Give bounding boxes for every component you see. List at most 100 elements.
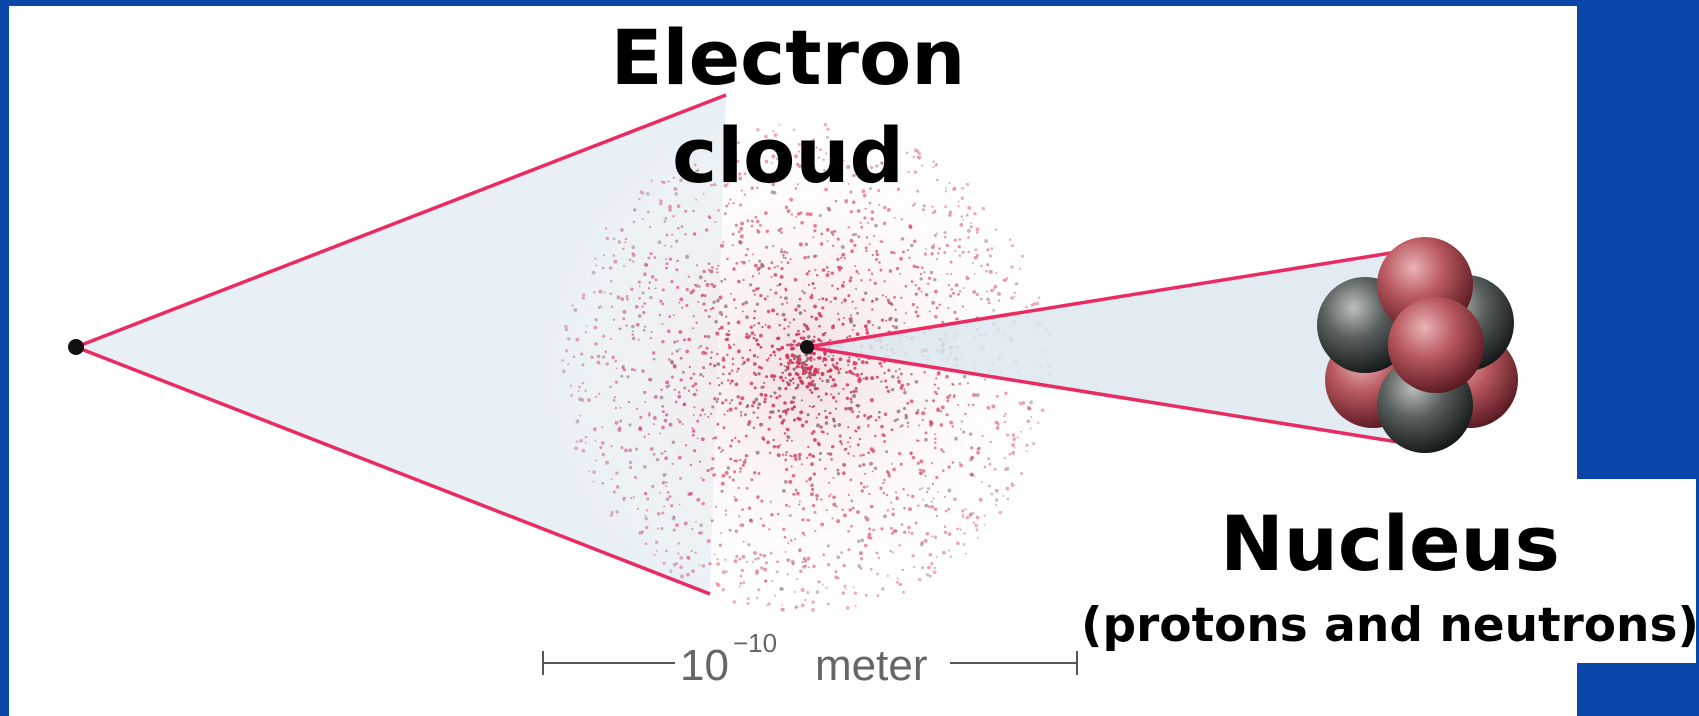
cloud-dot — [1003, 278, 1008, 282]
cloud-dot — [988, 462, 992, 466]
cloud-dot — [659, 299, 663, 303]
cloud-dot — [675, 239, 679, 243]
cloud-dot — [681, 306, 684, 309]
cloud-dot — [764, 393, 768, 398]
cloud-dot — [742, 278, 745, 282]
cloud-dot — [1018, 267, 1022, 270]
cloud-dot — [1027, 405, 1030, 409]
cloud-dot — [619, 406, 622, 409]
cloud-dot — [981, 206, 986, 211]
cloud-dot — [786, 382, 791, 387]
cloud-dot — [722, 241, 725, 244]
cloud-dot — [977, 446, 981, 450]
cloud-dot — [741, 508, 744, 511]
cloud-dot — [734, 529, 739, 533]
cloud-dot — [880, 527, 884, 531]
cloud-dot — [804, 324, 809, 329]
cloud-dot — [847, 441, 850, 444]
cloud-dot — [873, 281, 877, 285]
cloud-dot — [843, 257, 846, 260]
cloud-dot — [852, 173, 856, 178]
cloud-dot — [975, 515, 980, 520]
cloud-dot — [684, 444, 688, 447]
cloud-dot — [805, 384, 810, 389]
cloud-dot — [851, 410, 854, 413]
cloud-dot — [701, 478, 705, 482]
nucleus — [1317, 237, 1518, 453]
cloud-dot — [792, 395, 796, 400]
cloud-dot — [807, 270, 811, 273]
cloud-dot — [782, 253, 785, 257]
cloud-dot — [754, 334, 756, 337]
cloud-dot — [891, 375, 895, 379]
cloud-dot — [860, 157, 864, 162]
cloud-dot — [880, 424, 884, 429]
cloud-dot — [995, 503, 998, 506]
cloud-dot — [764, 134, 768, 139]
cloud-dot — [685, 572, 690, 577]
cloud-dot — [867, 268, 871, 272]
cloud-dot — [759, 294, 763, 298]
cloud-dot — [725, 570, 728, 573]
cloud-dot — [624, 448, 628, 453]
cloud-dot — [709, 308, 713, 311]
cloud-dot — [1005, 466, 1010, 471]
cloud-dot — [931, 462, 934, 465]
cloud-dot — [848, 436, 852, 440]
cloud-dot — [787, 162, 790, 166]
cloud-dot — [1030, 416, 1033, 418]
cloud-dot — [785, 467, 789, 472]
cloud-dot — [779, 296, 782, 299]
cloud-dot — [690, 549, 693, 553]
cloud-dot — [845, 383, 850, 387]
cloud-dot — [921, 487, 923, 490]
cloud-dot — [1025, 450, 1028, 453]
cloud-dot — [694, 169, 698, 172]
cloud-dot — [816, 423, 820, 428]
cloud-dot — [856, 443, 860, 447]
cloud-dot — [719, 325, 724, 330]
cloud-dot — [818, 324, 821, 328]
cloud-dot — [656, 511, 661, 516]
cloud-dot — [795, 360, 799, 364]
cloud-dot — [733, 470, 737, 474]
cloud-dot — [809, 369, 812, 372]
cloud-dot — [1020, 472, 1023, 476]
cloud-dot — [757, 365, 761, 369]
cloud-dot — [926, 282, 930, 285]
cloud-dot — [757, 557, 760, 560]
cloud-dot — [995, 426, 1000, 430]
cloud-dot — [974, 248, 978, 252]
cloud-dot — [903, 406, 907, 411]
cloud-dot — [914, 202, 916, 205]
cloud-dot — [924, 431, 928, 435]
cloud-dot — [839, 367, 842, 370]
cloud-dot — [1013, 291, 1017, 294]
cloud-dot — [909, 243, 914, 248]
cloud-dot — [955, 317, 959, 321]
cloud-dot — [799, 410, 804, 415]
cloud-dot — [975, 253, 979, 258]
cloud-dot — [944, 205, 947, 209]
cloud-dot — [636, 507, 640, 510]
cloud-dot — [906, 401, 910, 405]
cloud-dot — [773, 273, 778, 277]
cloud-dot — [945, 413, 949, 417]
cloud-dot — [769, 288, 772, 291]
cloud-dot — [813, 386, 818, 391]
cloud-dot — [612, 490, 616, 494]
cloud-dot — [753, 386, 757, 390]
cloud-dot — [785, 454, 788, 456]
cloud-dot — [691, 384, 695, 388]
cloud-dot — [952, 186, 957, 191]
cloud-dot — [595, 264, 598, 267]
cloud-dot — [832, 324, 835, 328]
cloud-dot — [740, 221, 745, 226]
cloud-dot — [780, 250, 783, 254]
cloud-dot — [928, 574, 932, 578]
cloud-dot — [880, 161, 884, 166]
cloud-dot — [754, 373, 758, 377]
cloud-dot — [818, 298, 821, 301]
cloud-dot — [699, 344, 703, 348]
